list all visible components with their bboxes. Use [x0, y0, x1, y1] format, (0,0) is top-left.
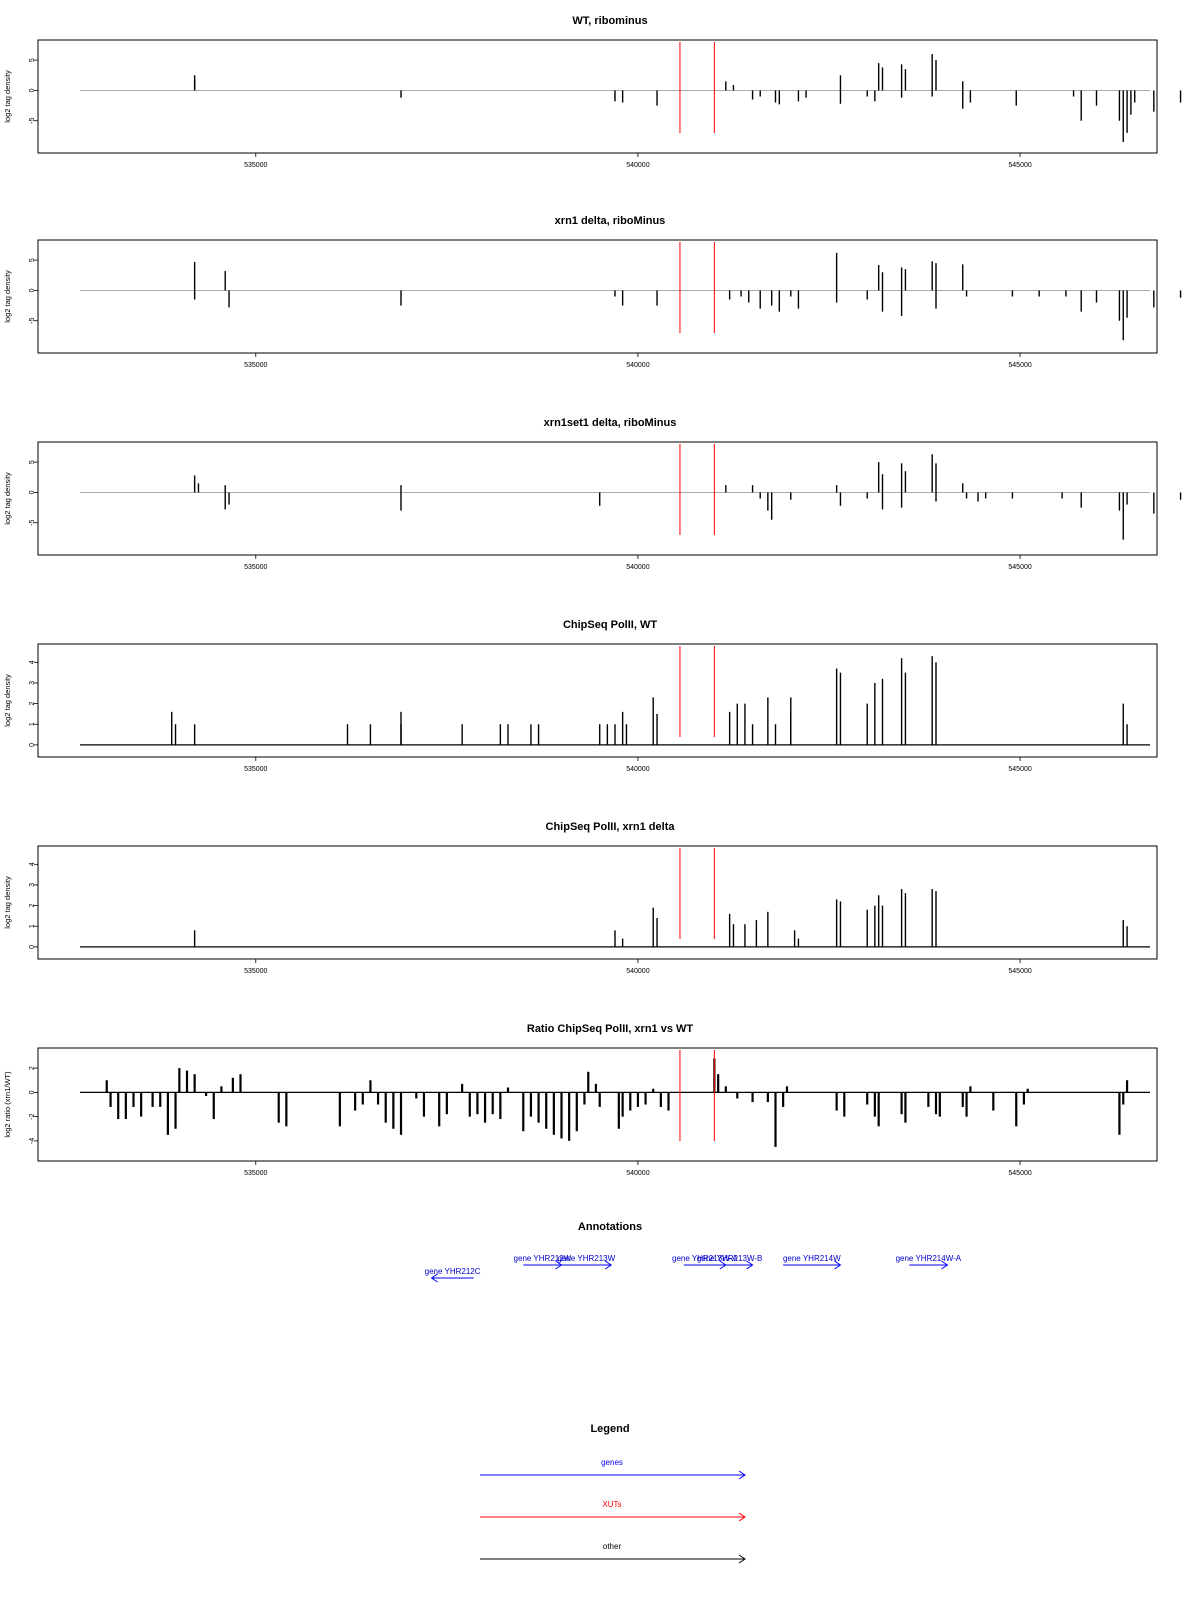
x-tick-label: 540000 — [626, 1170, 649, 1177]
legend-arrowhead — [738, 1470, 746, 1480]
x-tick-label: 535000 — [244, 162, 267, 169]
gene-arrowhead — [604, 1260, 613, 1270]
gene-label: gene YHR214W-A — [896, 1254, 962, 1263]
bars — [171, 656, 1128, 745]
x-tick-label: 545000 — [1008, 1170, 1031, 1177]
plot-frame — [37, 845, 1158, 960]
bars — [193, 54, 1182, 142]
y-tick-label: 0 — [29, 288, 36, 292]
y-tick-label: 4 — [29, 660, 36, 664]
y-tick-label: 3 — [29, 681, 36, 685]
x-tick-label: 540000 — [626, 968, 649, 975]
x-tick-label: 540000 — [626, 162, 649, 169]
bars — [105, 1058, 1129, 1147]
y-tick-label: 0 — [29, 88, 36, 92]
panel-title: Ratio ChipSeq PolII, xrn1 vs WT — [527, 1023, 694, 1035]
gene-label: gene YHR212W — [514, 1254, 572, 1263]
gene-label: gene YHR212C — [425, 1267, 481, 1276]
y-tick-label: -5 — [29, 118, 36, 124]
gene-arrowhead — [834, 1260, 842, 1270]
y-tick-label: 2 — [29, 702, 36, 706]
plot-frame — [37, 1047, 1158, 1162]
bars — [193, 252, 1182, 341]
panel-3: ChipSeq PolII, WT 0 1 2 3 4 535000 540000 545000… — [3, 619, 1158, 773]
legend-label: other — [603, 1542, 622, 1551]
x-tick-label: 535000 — [244, 968, 267, 975]
y-tick-label: 0 — [29, 945, 36, 949]
x-tick-label: 535000 — [244, 362, 267, 369]
panel-title: WT, ribominus — [572, 15, 647, 27]
plot-frame — [37, 441, 1158, 556]
panel-1: xrn1 delta, riboMinus -5 0 5 535000 540000 545… — [3, 215, 1182, 369]
x-tick-label: 540000 — [626, 564, 649, 571]
y-axis-label: log2 ratio (xrn1/WT) — [3, 1071, 12, 1138]
y-tick-label: 0 — [29, 743, 36, 747]
y-tick-label: 5 — [29, 58, 36, 62]
bars — [193, 454, 1182, 540]
legend-label: genes — [601, 1458, 623, 1467]
y-tick-label: 3 — [29, 883, 36, 887]
y-axis-label: log2 tag density — [3, 270, 12, 323]
legend-arrowhead — [738, 1512, 746, 1522]
legend-title: Legend — [590, 1423, 629, 1435]
x-tick-label: 535000 — [244, 766, 267, 773]
x-tick-label: 545000 — [1008, 968, 1031, 975]
y-tick-label: -4 — [29, 1138, 36, 1144]
x-tick-label: 540000 — [626, 362, 649, 369]
gene-label: gene YHR213W-B — [697, 1254, 763, 1263]
y-tick-label: 1 — [29, 722, 36, 726]
plot-frame — [37, 39, 1158, 154]
x-tick-label: 545000 — [1008, 162, 1031, 169]
x-tick-label: 545000 — [1008, 564, 1031, 571]
gene-label: gene YHR213W-A — [672, 1254, 738, 1263]
x-tick-label: 535000 — [244, 564, 267, 571]
gene-label: gene YHR214W — [783, 1254, 841, 1263]
panel-title: ChipSeq PolII, WT — [563, 619, 657, 631]
y-tick-label: 5 — [29, 460, 36, 464]
x-tick-label: 540000 — [626, 766, 649, 773]
panel-4: ChipSeq PolII, xrn1 delta 0 1 2 3 4 535000 5400… — [3, 821, 1158, 975]
bars — [193, 889, 1128, 947]
gene-arrowhead — [941, 1260, 949, 1270]
plot-frame — [37, 239, 1158, 354]
legend-label: XUTs — [602, 1500, 621, 1509]
panel-2: xrn1set1 delta, riboMinus -5 0 5 535000 54000… — [3, 417, 1182, 571]
panel-5: Ratio ChipSeq PolII, xrn1 vs WT -4 -2 0 2 535… — [3, 1023, 1158, 1177]
legend-panel: Legend genes XUTs other — [480, 1423, 746, 1564]
gene-label: gene YHR213W — [558, 1254, 616, 1263]
y-tick-label: -5 — [29, 318, 36, 324]
y-axis-label: log2 tag density — [3, 876, 12, 929]
x-tick-label: 535000 — [244, 1170, 267, 1177]
y-axis-label: log2 tag density — [3, 70, 12, 123]
panel-title: ChipSeq PolII, xrn1 delta — [546, 821, 676, 833]
y-tick-label: 5 — [29, 258, 36, 262]
y-axis-label: log2 tag density — [3, 674, 12, 727]
gene-arrowhead — [430, 1273, 438, 1283]
gene-arrowhead — [746, 1260, 754, 1270]
y-tick-label: -5 — [29, 520, 36, 526]
y-tick-label: 2 — [29, 904, 36, 908]
x-tick-label: 545000 — [1008, 766, 1031, 773]
y-tick-label: 0 — [29, 490, 36, 494]
panel-0: WT, ribominus -5 0 5 535000 540000 545000 log2 … — [3, 15, 1182, 169]
y-tick-label: 4 — [29, 862, 36, 866]
y-tick-label: 1 — [29, 924, 36, 928]
y-tick-label: 2 — [29, 1066, 36, 1070]
y-axis-label: log2 tag density — [3, 472, 12, 525]
plot-frame — [37, 643, 1158, 758]
x-tick-label: 545000 — [1008, 362, 1031, 369]
panel-title: xrn1set1 delta, riboMinus — [544, 417, 677, 429]
legend-arrowhead — [738, 1554, 746, 1564]
y-tick-label: 0 — [29, 1090, 36, 1094]
panel-title: xrn1 delta, riboMinus — [555, 215, 666, 227]
annotations-title: Annotations — [578, 1221, 642, 1233]
y-tick-label: -2 — [29, 1113, 36, 1119]
